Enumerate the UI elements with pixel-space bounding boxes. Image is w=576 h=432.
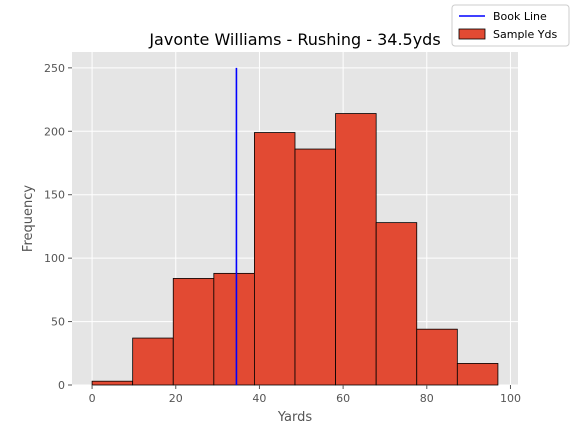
legend-bar-swatch xyxy=(458,28,486,40)
histogram-bar xyxy=(416,328,458,386)
histogram-bars xyxy=(91,113,499,386)
y-axis-ticks: 0 50 100 150 200 250 xyxy=(44,62,72,392)
histogram-bar xyxy=(375,222,418,386)
y-tick-label: 250 xyxy=(44,62,65,75)
histogram-bar xyxy=(213,272,255,386)
x-axis-ticks: 0 20 40 60 80 100 xyxy=(89,385,521,405)
histogram-bar xyxy=(456,363,499,386)
y-axis-title: Frequency xyxy=(21,185,36,252)
x-tick-label: 0 xyxy=(89,392,96,405)
legend-label-sample-yds: Sample Yds xyxy=(493,28,557,41)
histogram-bar xyxy=(91,380,134,386)
x-tick-label: 20 xyxy=(169,392,183,405)
histogram-bar xyxy=(294,148,336,386)
y-tick-label: 0 xyxy=(58,379,65,392)
histogram-bar xyxy=(254,132,296,386)
x-tick-label: 80 xyxy=(420,392,434,405)
y-tick-label: 200 xyxy=(44,125,65,138)
y-tick-label: 100 xyxy=(44,252,65,265)
x-tick-label: 40 xyxy=(252,392,266,405)
x-axis-title: Yards xyxy=(277,410,312,425)
y-tick-label: 50 xyxy=(51,316,65,329)
legend: Book Line Sample Yds xyxy=(451,4,570,47)
histogram-bar xyxy=(132,337,174,386)
histogram-bar xyxy=(172,278,215,386)
x-tick-label: 60 xyxy=(336,392,350,405)
x-tick-label: 100 xyxy=(500,392,521,405)
histogram-bar xyxy=(335,113,377,386)
chart-title: Javonte Williams - Rushing - 34.5yds xyxy=(148,30,440,49)
legend-label-book-line: Book Line xyxy=(493,10,547,23)
y-tick-label: 150 xyxy=(44,189,65,202)
